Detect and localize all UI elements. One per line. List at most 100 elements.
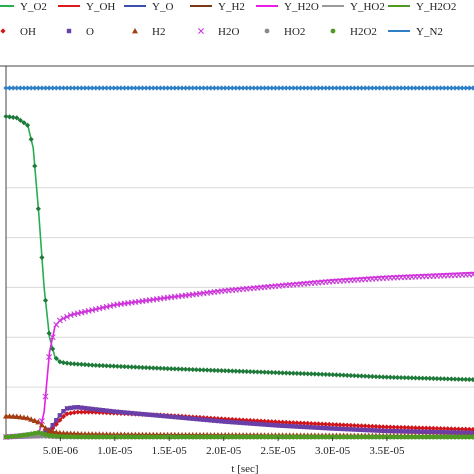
- marker-o: [348, 427, 353, 432]
- series-markers-unnamed: [3, 113, 474, 383]
- marker-h2o2: [247, 434, 253, 440]
- marker-unnamed: [226, 85, 232, 91]
- marker-unnamed: [218, 368, 225, 374]
- marker-unnamed: [341, 85, 347, 91]
- marker-oh: [279, 419, 286, 425]
- marker-o: [111, 409, 116, 414]
- marker-o: [86, 406, 91, 411]
- marker-o: [359, 427, 364, 433]
- marker-o: [438, 430, 443, 435]
- marker-unnamed: [96, 362, 102, 369]
- marker-unnamed: [111, 85, 117, 91]
- marker-unnamed: [409, 375, 415, 381]
- marker-oh: [57, 417, 63, 423]
- marker-unnamed: [430, 85, 437, 91]
- marker-unnamed: [42, 85, 49, 91]
- marker-unnamed: [32, 85, 38, 91]
- marker-o: [97, 407, 102, 413]
- marker-unnamed: [344, 372, 350, 378]
- marker-h2o2: [122, 434, 127, 440]
- marker-oh: [445, 426, 451, 432]
- marker-oh: [341, 422, 347, 428]
- marker-oh: [369, 423, 375, 429]
- marker-o: [316, 425, 321, 430]
- marker-o: [122, 410, 127, 415]
- marker-h2o2: [53, 433, 59, 439]
- marker-o: [107, 408, 113, 414]
- marker-unnamed: [10, 114, 16, 121]
- marker-unnamed: [276, 370, 282, 376]
- marker-h2o2: [323, 434, 329, 440]
- marker-h2o: [46, 354, 53, 361]
- marker-unnamed: [157, 85, 164, 91]
- marker-o: [463, 430, 468, 436]
- marker-unnamed: [53, 355, 59, 362]
- marker-unnamed: [297, 85, 304, 91]
- marker-o: [57, 413, 63, 418]
- marker-h2o2: [387, 434, 393, 440]
- marker-unnamed: [204, 85, 210, 91]
- marker-h2o2: [32, 430, 38, 436]
- marker-h2o2: [269, 434, 275, 440]
- marker-h2o2: [348, 434, 354, 440]
- marker-unnamed: [301, 85, 307, 91]
- marker-unnamed: [143, 365, 149, 371]
- legend-label: OH: [20, 26, 36, 38]
- marker-h2o2: [341, 434, 347, 440]
- marker-o: [373, 428, 379, 433]
- marker-unnamed: [103, 85, 110, 91]
- marker-o: [208, 418, 213, 423]
- legend-label: Y_H2O2: [416, 1, 456, 13]
- legend-label: Y_O2: [20, 1, 47, 13]
- marker-oh: [384, 424, 390, 430]
- marker-unnamed: [129, 85, 135, 91]
- marker-h2o2: [251, 434, 257, 440]
- marker-oh: [287, 419, 293, 426]
- marker-unnamed: [17, 117, 23, 123]
- plot-area: [0, 65, 474, 440]
- marker-h2o2: [226, 434, 232, 440]
- marker-oh: [459, 426, 465, 432]
- marker-unnamed: [107, 363, 113, 369]
- marker-unnamed: [272, 85, 278, 91]
- marker-h2o2: [100, 434, 106, 440]
- marker-unnamed: [182, 366, 189, 372]
- marker-o: [402, 429, 407, 434]
- marker-unnamed: [287, 370, 293, 376]
- marker-h2o2: [193, 434, 199, 440]
- marker-unnamed: [279, 370, 286, 376]
- marker-unnamed: [261, 85, 268, 91]
- marker-h2o: [64, 313, 71, 320]
- marker-o: [215, 418, 221, 424]
- marker-h2o2: [398, 434, 404, 440]
- legend-swatch: [264, 28, 270, 34]
- marker-h2: [20, 414, 27, 420]
- marker-h2o2: [229, 434, 235, 440]
- marker-unnamed: [283, 85, 289, 91]
- marker-h2o2: [75, 434, 81, 440]
- marker-unnamed: [391, 374, 397, 380]
- marker-unnamed: [330, 372, 336, 378]
- marker-h2o2: [114, 434, 120, 440]
- marker-h2o: [56, 317, 63, 324]
- marker-oh: [290, 420, 296, 426]
- marker-o: [104, 408, 109, 413]
- marker-h2o2: [129, 434, 135, 440]
- marker-oh: [229, 416, 235, 423]
- marker-h2o2: [294, 434, 300, 440]
- marker-unnamed: [154, 365, 160, 371]
- marker-o: [287, 423, 292, 429]
- marker-unnamed: [373, 374, 379, 380]
- marker-unnamed: [215, 367, 221, 374]
- marker-h2o2: [197, 434, 203, 440]
- marker-h2o2: [255, 434, 260, 440]
- marker-oh: [297, 420, 304, 426]
- marker-h2: [13, 413, 20, 419]
- marker-o: [312, 425, 318, 430]
- marker-unnamed: [355, 373, 361, 379]
- marker-o: [398, 429, 404, 434]
- marker-unnamed: [348, 85, 354, 91]
- marker-h2o2: [14, 433, 20, 439]
- marker-unnamed: [330, 85, 336, 91]
